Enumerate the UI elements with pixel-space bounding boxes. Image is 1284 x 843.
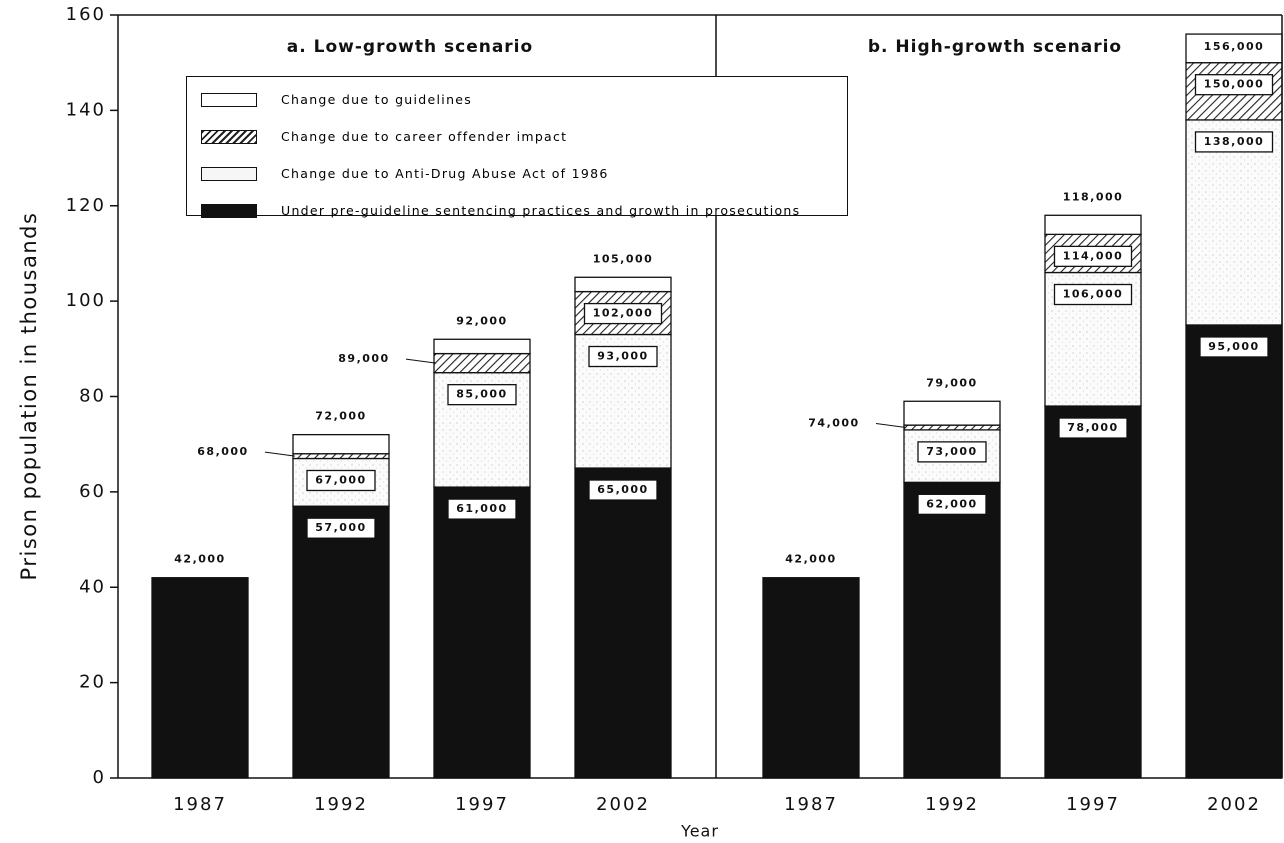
data-label: 106,000 [1063,288,1124,301]
data-label-box [447,384,517,406]
legend-label: Change due to Anti-Drug Abuse Act of 198… [281,166,609,181]
data-label-box [306,517,376,539]
x-tick-label: 2002 [1207,794,1261,815]
data-label: 156,000 [1204,40,1265,53]
bar-segment [1044,214,1142,236]
legend-swatch [201,93,257,107]
data-label-box [447,498,517,520]
bar-segment [151,577,249,779]
data-label: 93,000 [597,350,648,363]
legend-item: Change due to career offender impact [201,130,841,144]
data-label: 42,000 [174,553,225,566]
data-label: 68,000 [197,445,248,458]
legend-label: Change due to career offender impact [281,129,568,144]
data-label: 57,000 [315,521,366,534]
data-label: 42,000 [785,553,836,566]
bar-segment [1044,405,1142,779]
panel-title: a. Low-growth scenario [287,37,533,57]
x-tick-label: 1987 [173,794,227,815]
data-label: 138,000 [1204,135,1265,148]
data-label: 78,000 [1067,421,1118,434]
legend-swatch [201,130,257,144]
y-tick-label: 80 [79,386,106,407]
x-axis-label: Year [680,822,719,841]
y-tick-label: 140 [66,99,106,120]
data-label: 89,000 [338,352,389,365]
legend-item: Change due to guidelines [201,93,841,107]
x-tick-label: 1992 [925,794,979,815]
bar-segment [903,424,1001,431]
x-tick-label: 1997 [1066,794,1120,815]
bar-segment [574,276,672,293]
bar-segment [433,352,531,374]
bar-segment [762,577,860,779]
data-label: 61,000 [456,502,507,515]
bar-segment [292,505,390,779]
panel-title: b. High-growth scenario [868,37,1122,57]
y-tick-label: 120 [66,195,106,216]
data-label: 95,000 [1208,340,1259,353]
data-label: 150,000 [1204,78,1265,91]
data-label: 79,000 [926,376,977,389]
data-label: 118,000 [1063,190,1124,203]
leader-line [264,451,296,457]
y-tick-label: 0 [93,767,106,788]
data-label-box [588,345,658,368]
legend-swatch [201,167,257,181]
data-label-box [588,479,658,501]
bar-segment [903,400,1001,426]
data-label-box [917,441,987,463]
bar-segment [433,338,531,355]
data-label: 114,000 [1063,249,1124,262]
data-label: 67,000 [315,473,366,486]
leader-line [875,423,907,428]
legend-item: Under pre-guideline sentencing practices… [201,204,841,218]
legend: Change due to guidelines Change due to ca… [186,76,848,218]
bar-segment [292,453,390,460]
legend-swatch [201,204,257,218]
legend-item: Change due to Anti-Drug Abuse Act of 198… [201,167,841,181]
data-label-box [917,493,987,515]
y-tick-label: 40 [79,576,106,597]
data-label-box [1199,336,1269,358]
bar-segment [574,467,672,779]
y-tick-label: 20 [79,672,106,693]
y-axis-label: Prison population in thousands [17,212,41,581]
data-label: 92,000 [456,314,507,327]
data-label-box [1194,74,1274,96]
x-tick-label: 1987 [784,794,838,815]
y-tick-label: 60 [79,481,106,502]
data-label: 65,000 [597,483,648,496]
x-tick-label: 1992 [314,794,368,815]
data-label: 62,000 [926,497,977,510]
data-label-box [1053,283,1133,306]
legend-label: Change due to guidelines [281,92,473,107]
data-label: 102,000 [593,307,654,320]
bar-segment [292,433,390,455]
data-label-box [1194,131,1274,153]
data-label-box [1053,245,1133,268]
x-tick-label: 2002 [596,794,650,815]
x-tick-label: 1997 [455,794,509,815]
data-label: 72,000 [315,410,366,423]
y-tick-label: 160 [66,4,106,25]
data-label: 73,000 [926,445,977,458]
bar-segment [433,486,531,779]
legend-label: Under pre-guideline sentencing practices… [281,203,801,218]
data-label-box [306,469,376,492]
bar-segment [903,481,1001,779]
bar-segment [1185,324,1283,779]
bar-segment [1185,119,1283,326]
data-label: 85,000 [456,388,507,401]
leader-line [405,358,437,364]
data-label-box [583,302,663,325]
data-label: 105,000 [593,252,654,265]
data-label-box [1058,417,1128,439]
y-tick-label: 100 [66,290,106,311]
data-label: 74,000 [808,416,859,429]
bar-segment [1185,33,1283,64]
